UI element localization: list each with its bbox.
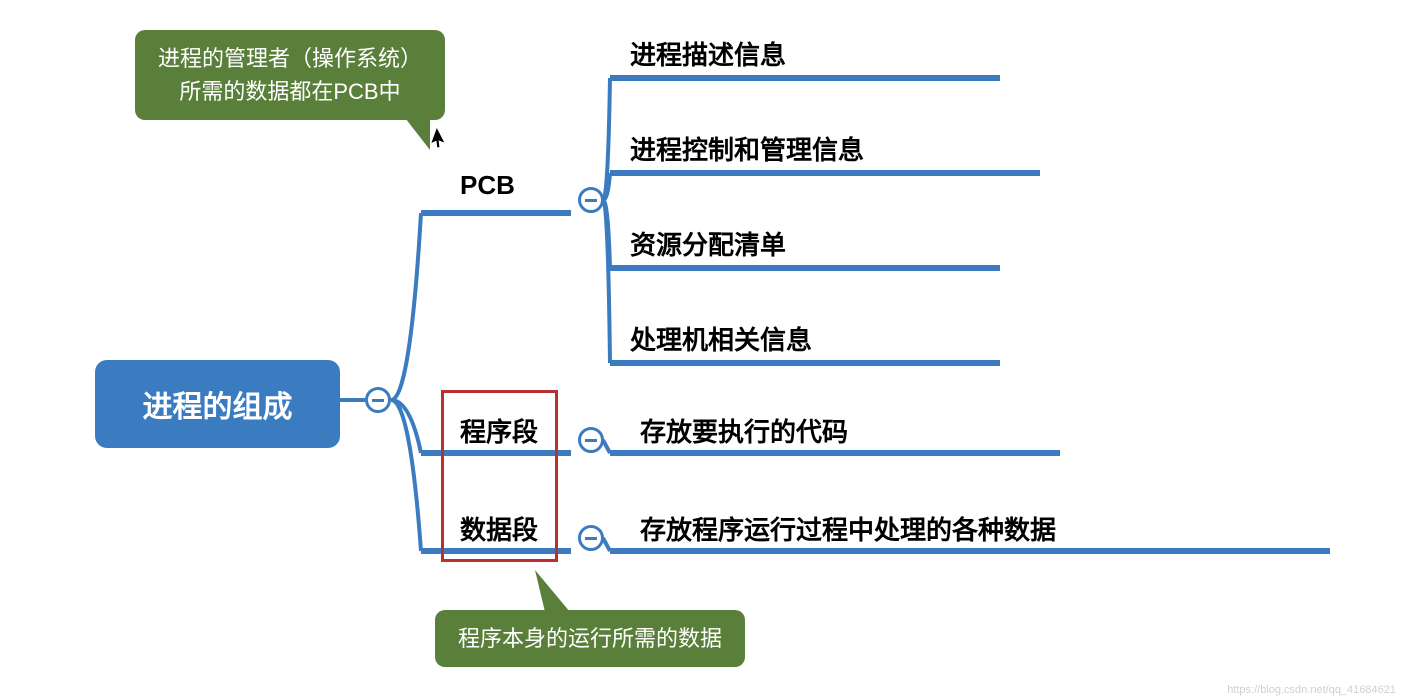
collapse-data-icon[interactable] — [578, 525, 604, 551]
leaf-resource-list[interactable]: 资源分配清单 — [630, 225, 786, 262]
leaf-cpu-info[interactable]: 处理机相关信息 — [630, 320, 812, 357]
underline-pcb — [421, 210, 571, 216]
root-label: 进程的组成 — [143, 391, 293, 424]
underline-leaf-5 — [610, 548, 1330, 554]
collapse-root-icon[interactable] — [365, 387, 391, 413]
underline-leaf-2 — [610, 265, 1000, 271]
collapse-prog-icon[interactable] — [578, 427, 604, 453]
underline-leaf-0 — [610, 75, 1000, 81]
red-highlight-box — [441, 390, 558, 562]
collapse-pcb-icon[interactable] — [578, 187, 604, 213]
underline-leaf-1 — [610, 170, 1040, 176]
callout-segments-note: 程序本身的运行所需的数据 — [435, 610, 745, 667]
root-node[interactable]: 进程的组成 — [95, 360, 340, 448]
mouse-cursor-icon — [428, 128, 452, 157]
watermark-text: https://blog.csdn.net/qq_41684621 — [1227, 684, 1396, 696]
leaf-prog-code[interactable]: 存放要执行的代码 — [640, 412, 848, 449]
underline-leaf-3 — [610, 360, 1000, 366]
callout-pcb-note: 进程的管理者（操作系统） 所需的数据都在PCB中 — [135, 30, 445, 120]
branch-pcb[interactable]: PCB — [460, 170, 515, 201]
leaf-control-info[interactable]: 进程控制和管理信息 — [630, 130, 864, 167]
underline-leaf-4 — [610, 450, 1060, 456]
leaf-desc-info[interactable]: 进程描述信息 — [630, 35, 786, 72]
leaf-data-store[interactable]: 存放程序运行过程中处理的各种数据 — [640, 510, 1056, 547]
